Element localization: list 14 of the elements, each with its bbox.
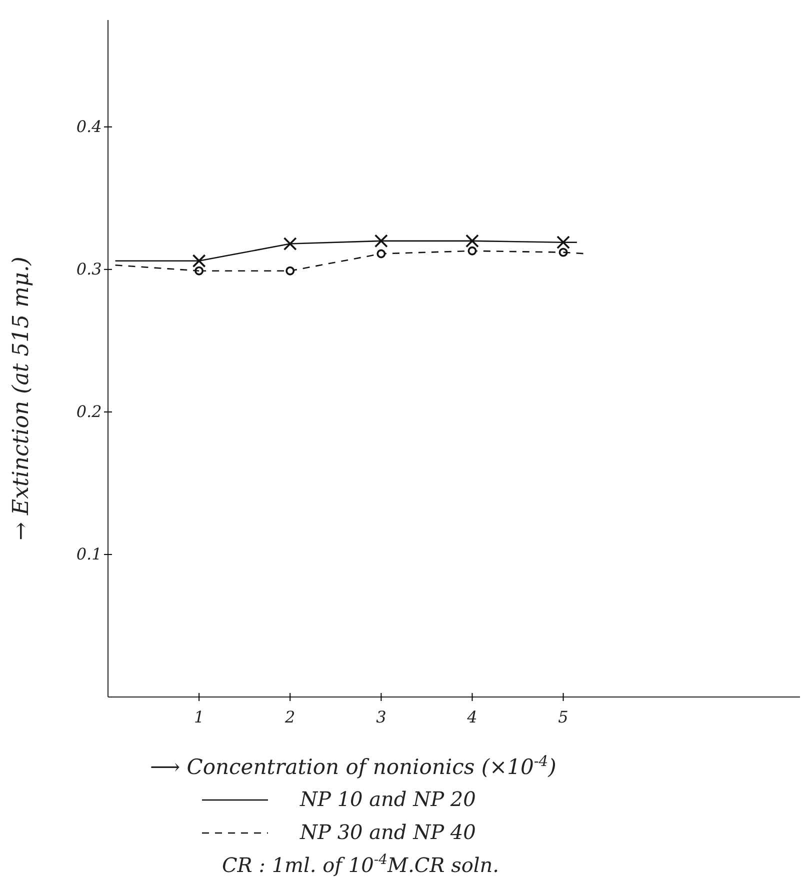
y-tick-label: 0.2 [76, 402, 102, 422]
legend-label: NP 30 and NP 40 [299, 820, 476, 844]
legend-label: NP 10 and NP 20 [299, 787, 476, 811]
y-tick-label: 0.3 [76, 260, 102, 279]
text: CR : 1ml. of 10$^{-4}$M.CR soln. [222, 852, 500, 877]
y-tick-label: 0.1 [76, 544, 102, 564]
y-tick-label: 0.4 [76, 117, 102, 136]
x-tick-label: 5 [558, 707, 568, 726]
x-axis-title: ⟶ Concentration of nonionics (×10$^{-4}$) [150, 752, 556, 779]
x-tick-label: 3 [376, 707, 386, 726]
x-tick-label: 2 [284, 707, 296, 726]
x-tick-label: 1 [194, 707, 204, 726]
x-tick-label: 4 [466, 707, 478, 726]
y-axis-title: → Extinction (at 515 mμ.) [9, 256, 34, 540]
